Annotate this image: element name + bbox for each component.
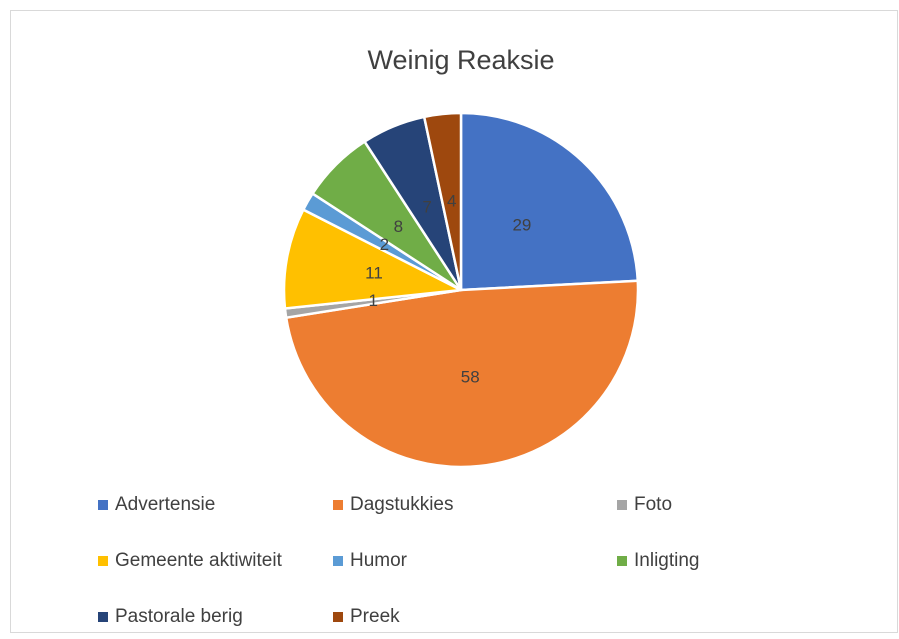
- pie-slice: [282, 207, 466, 310]
- legend-swatch: [98, 556, 108, 566]
- legend-swatch: [98, 500, 108, 510]
- pie-slice: [422, 111, 463, 291]
- pie-slice: [459, 111, 640, 292]
- chart-title: Weinig Reaksie: [367, 45, 554, 75]
- legend-label: Advertensie: [115, 494, 215, 515]
- legend-swatch: [617, 500, 627, 510]
- data-label: 29: [512, 215, 531, 234]
- legend-label: Foto: [634, 494, 672, 515]
- pie-slice: [284, 279, 640, 469]
- legend-label: Humor: [350, 550, 408, 571]
- legend-swatch: [98, 612, 108, 622]
- data-label: 1: [369, 291, 378, 310]
- data-label: 58: [461, 367, 480, 386]
- legend-label: Preek: [350, 606, 400, 627]
- data-label: 2: [380, 235, 389, 254]
- legend-swatch: [333, 500, 343, 510]
- data-label: 7: [422, 198, 431, 217]
- legend-swatch: [617, 556, 627, 566]
- legend-swatch: [333, 556, 343, 566]
- data-label: 4: [447, 191, 456, 210]
- legend-label: Pastorale berig: [115, 606, 243, 627]
- legend-label: Dagstukkies: [350, 494, 454, 515]
- data-label: 11: [365, 263, 383, 282]
- legend-label: Gemeente aktiwiteit: [115, 550, 283, 571]
- legend-swatch: [333, 612, 343, 622]
- data-label: 8: [394, 217, 403, 236]
- legend-label: Inligting: [634, 550, 700, 571]
